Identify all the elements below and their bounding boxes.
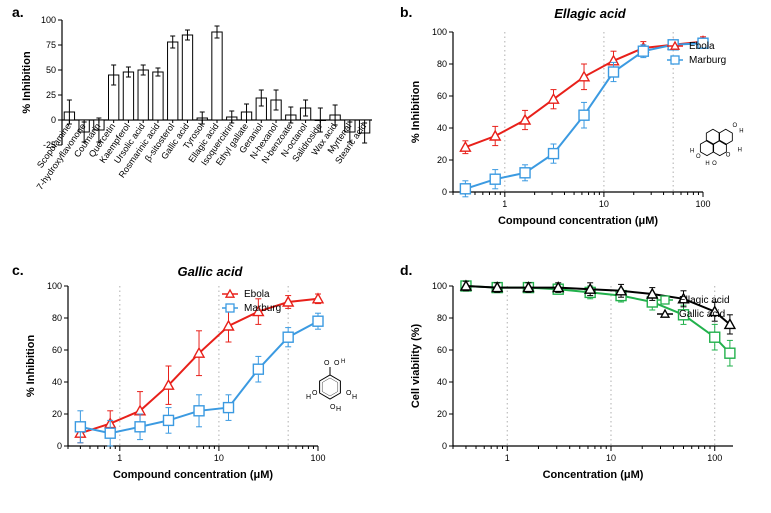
svg-text:O: O	[312, 390, 318, 397]
gallic-acid-structure-icon: OOHOHOHOH	[306, 359, 357, 413]
svg-text:O: O	[334, 360, 340, 367]
svg-text:1: 1	[502, 199, 507, 209]
svg-text:H: H	[306, 394, 311, 401]
svg-text:Marburg: Marburg	[244, 303, 281, 314]
svg-text:50: 50	[46, 65, 56, 75]
svg-text:100: 100	[310, 453, 325, 463]
svg-text:O: O	[696, 154, 701, 160]
svg-text:100: 100	[47, 281, 62, 291]
svg-text:Cell viability (%): Cell viability (%)	[410, 323, 422, 408]
svg-text:0: 0	[442, 187, 447, 197]
svg-text:H: H	[336, 406, 341, 413]
panel-d-chart: 0 20 40 60 80 100 1 10 100 Concentration (μM) Cell…	[395, 262, 770, 512]
svg-text:0: 0	[442, 441, 447, 451]
svg-text:60: 60	[52, 345, 62, 355]
svg-text:% Inhibition: % Inhibition	[21, 51, 33, 114]
svg-text:100: 100	[41, 15, 56, 25]
svg-text:25: 25	[46, 90, 56, 100]
svg-text:80: 80	[437, 59, 447, 69]
svg-text:75: 75	[46, 40, 56, 50]
svg-text:% Inhibition: % Inhibition	[410, 81, 422, 144]
svg-text:20: 20	[52, 409, 62, 419]
svg-text:10: 10	[606, 453, 616, 463]
panel-b-chart: 0 20 40 60 80 100 1 10 100 Compound concentration…	[395, 8, 770, 258]
svg-text:H: H	[352, 394, 357, 401]
svg-text:40: 40	[437, 377, 447, 387]
svg-text:O: O	[733, 123, 738, 129]
svg-text:1: 1	[117, 453, 122, 463]
svg-text:% Inhibition: % Inhibition	[25, 335, 37, 398]
svg-text:H: H	[705, 161, 709, 167]
svg-text:40: 40	[437, 123, 447, 133]
svg-text:Marburg: Marburg	[689, 55, 726, 66]
svg-text:O: O	[726, 153, 731, 159]
svg-text:0: 0	[51, 115, 56, 125]
svg-text:1: 1	[505, 453, 510, 463]
svg-text:100: 100	[432, 27, 447, 37]
panel-c-chart: 0 20 40 60 80 100 1 10 100 Compound concentration…	[10, 262, 390, 512]
svg-text:80: 80	[52, 313, 62, 323]
ellagic-acid-structure-icon: HOHOOHOH	[690, 123, 744, 167]
svg-text:20: 20	[437, 155, 447, 165]
svg-text:10: 10	[214, 453, 224, 463]
svg-text:100: 100	[707, 453, 722, 463]
svg-text:H: H	[739, 129, 743, 135]
svg-text:Ebola: Ebola	[244, 289, 270, 300]
svg-text:60: 60	[437, 91, 447, 101]
panel-a-chart: -250255075100% InhibitionScopolamine7-hy…	[10, 8, 390, 258]
svg-text:Ebola: Ebola	[689, 41, 715, 52]
svg-text:Concentration (μM): Concentration (μM)	[543, 469, 644, 481]
svg-text:Compound concentration (μM): Compound concentration (μM)	[113, 469, 273, 481]
svg-text:20: 20	[437, 409, 447, 419]
svg-text:H: H	[341, 359, 345, 365]
svg-text:H: H	[738, 147, 742, 153]
svg-text:O: O	[712, 161, 717, 167]
svg-text:Gallic acid: Gallic acid	[679, 309, 725, 320]
svg-text:Compound concentration (μM): Compound concentration (μM)	[498, 215, 658, 227]
svg-text:100: 100	[695, 199, 710, 209]
svg-text:100: 100	[432, 281, 447, 291]
svg-text:0: 0	[57, 441, 62, 451]
svg-text:H: H	[690, 148, 694, 154]
figure-root: a. b. c. d. Ellagic acid Gallic acid -25…	[0, 0, 771, 513]
svg-text:80: 80	[437, 313, 447, 323]
svg-text:40: 40	[52, 377, 62, 387]
svg-text:Ellagic acid: Ellagic acid	[679, 295, 730, 306]
svg-text:10: 10	[599, 199, 609, 209]
svg-text:60: 60	[437, 345, 447, 355]
svg-text:O: O	[324, 360, 330, 367]
